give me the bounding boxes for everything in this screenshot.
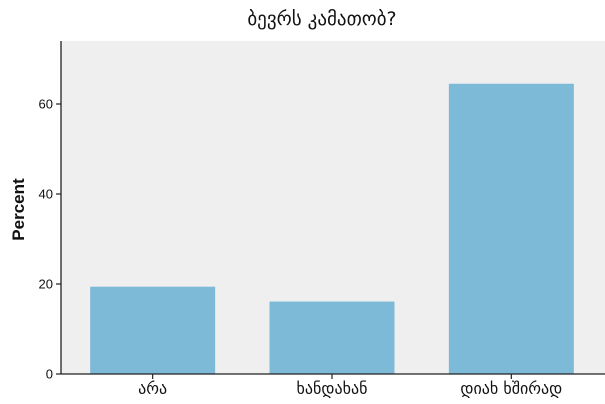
chart-title: ბევრს კამათობ? [247, 8, 396, 30]
x-category-label: არა [138, 379, 167, 398]
x-ticks-group: არა ხანდახან დიახ ხშირად [138, 374, 562, 398]
bar-2 [269, 301, 395, 374]
y-tick-label: 0 [46, 367, 53, 382]
y-tick-label: 20 [39, 277, 53, 292]
y-axis-label: Percent [9, 178, 28, 241]
x-category-label: ხანდახან [297, 379, 368, 398]
bars-group [90, 83, 574, 374]
y-tick-label: 60 [39, 97, 53, 112]
x-category-label: დიახ ხშირად [460, 379, 562, 398]
y-tick-label: 40 [39, 187, 53, 202]
bar-3 [448, 83, 574, 374]
y-ticks-group: 0 20 40 60 [39, 97, 61, 382]
bar-1 [90, 286, 216, 374]
